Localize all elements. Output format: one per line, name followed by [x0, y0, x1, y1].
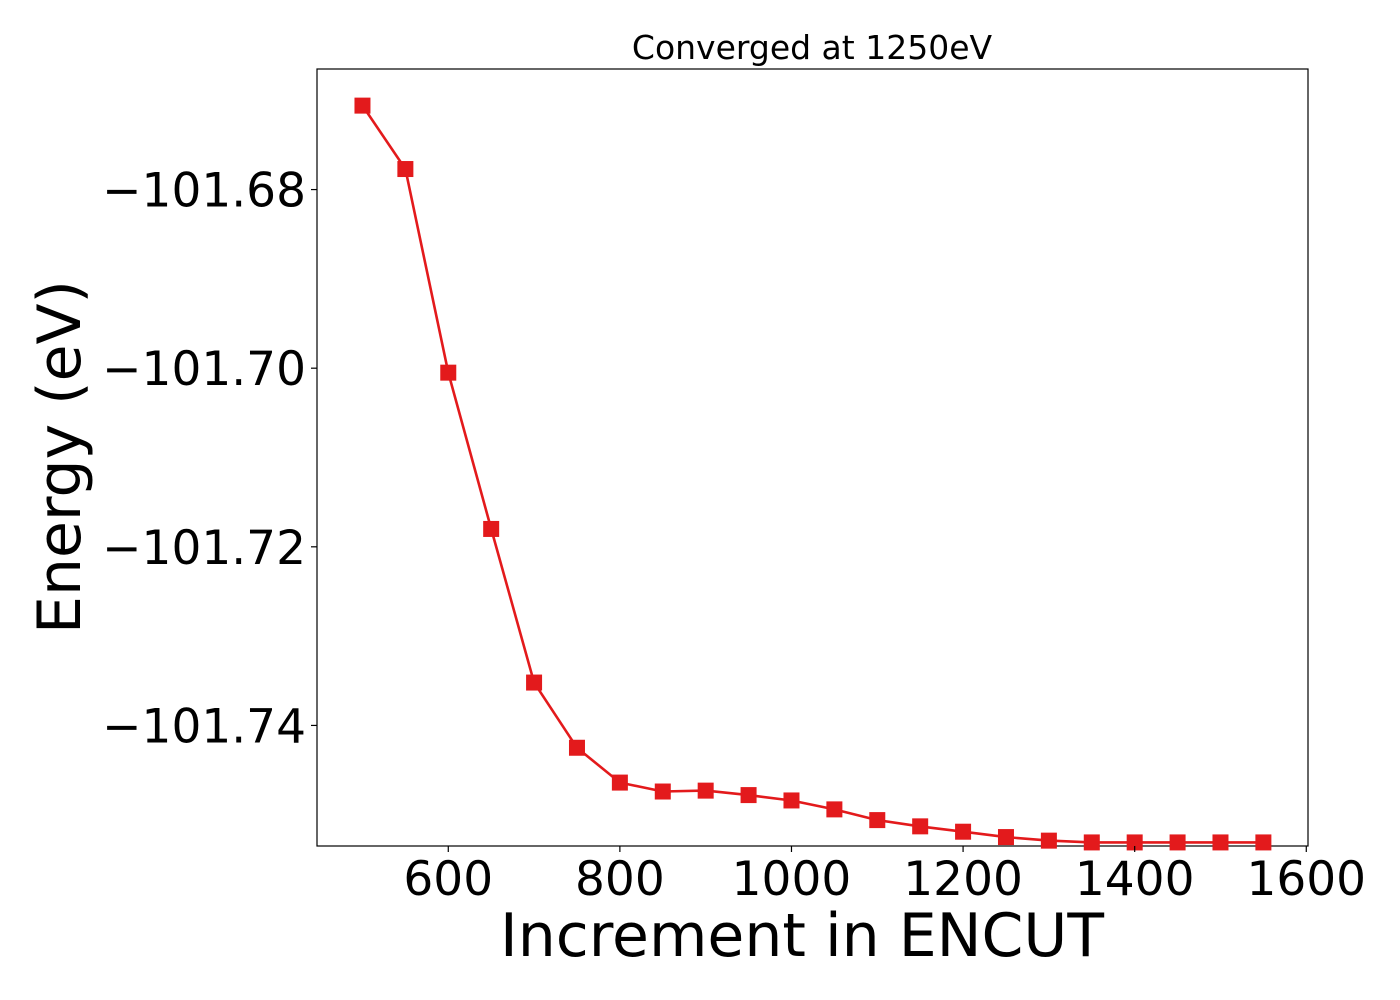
plot-area: [316, 68, 1309, 851]
data-point: [740, 787, 757, 804]
data-point: [826, 801, 843, 818]
x-tick-label: 1400: [1075, 852, 1195, 907]
data-point: [997, 829, 1014, 846]
y-axis-label: Energy (eV): [25, 280, 95, 634]
x-axis-label: Increment in ENCUT: [500, 901, 1104, 971]
data-point: [611, 774, 628, 791]
y-tick-label: −101.70: [102, 342, 306, 397]
data-point: [697, 782, 714, 799]
y-tick-label: −101.68: [102, 164, 306, 219]
data-point: [526, 674, 543, 691]
x-tick-label: 600: [403, 852, 493, 907]
data-point: [654, 783, 671, 800]
data-point: [1212, 834, 1229, 851]
series-line: [361, 104, 1264, 844]
data-point: [1040, 832, 1057, 849]
chart-title: Converged at 1250eV: [632, 28, 993, 67]
data-point: [440, 364, 457, 381]
x-axis: 600 800 1000 1200 1400 1600: [403, 846, 1366, 907]
data-point: [912, 818, 929, 835]
data-point: [354, 97, 371, 114]
data-point: [483, 520, 500, 537]
x-tick-label: 1600: [1246, 852, 1366, 907]
x-tick-label: 800: [575, 852, 665, 907]
series-layer: [354, 97, 1272, 851]
y-tick-label: −101.74: [102, 699, 306, 754]
data-point: [1083, 834, 1100, 851]
y-axis: −101.68 −101.70 −101.72 −101.74: [102, 164, 317, 754]
data-point: [869, 812, 886, 829]
data-point: [783, 792, 800, 809]
data-point: [955, 823, 972, 840]
x-tick-label: 1200: [903, 852, 1023, 907]
y-tick-label: −101.72: [102, 521, 306, 576]
data-point: [397, 161, 414, 178]
data-point: [1169, 834, 1186, 851]
data-point: [568, 739, 585, 756]
plot-frame: [316, 68, 1309, 847]
data-point: [1255, 834, 1272, 851]
x-tick-label: 1000: [732, 852, 852, 907]
